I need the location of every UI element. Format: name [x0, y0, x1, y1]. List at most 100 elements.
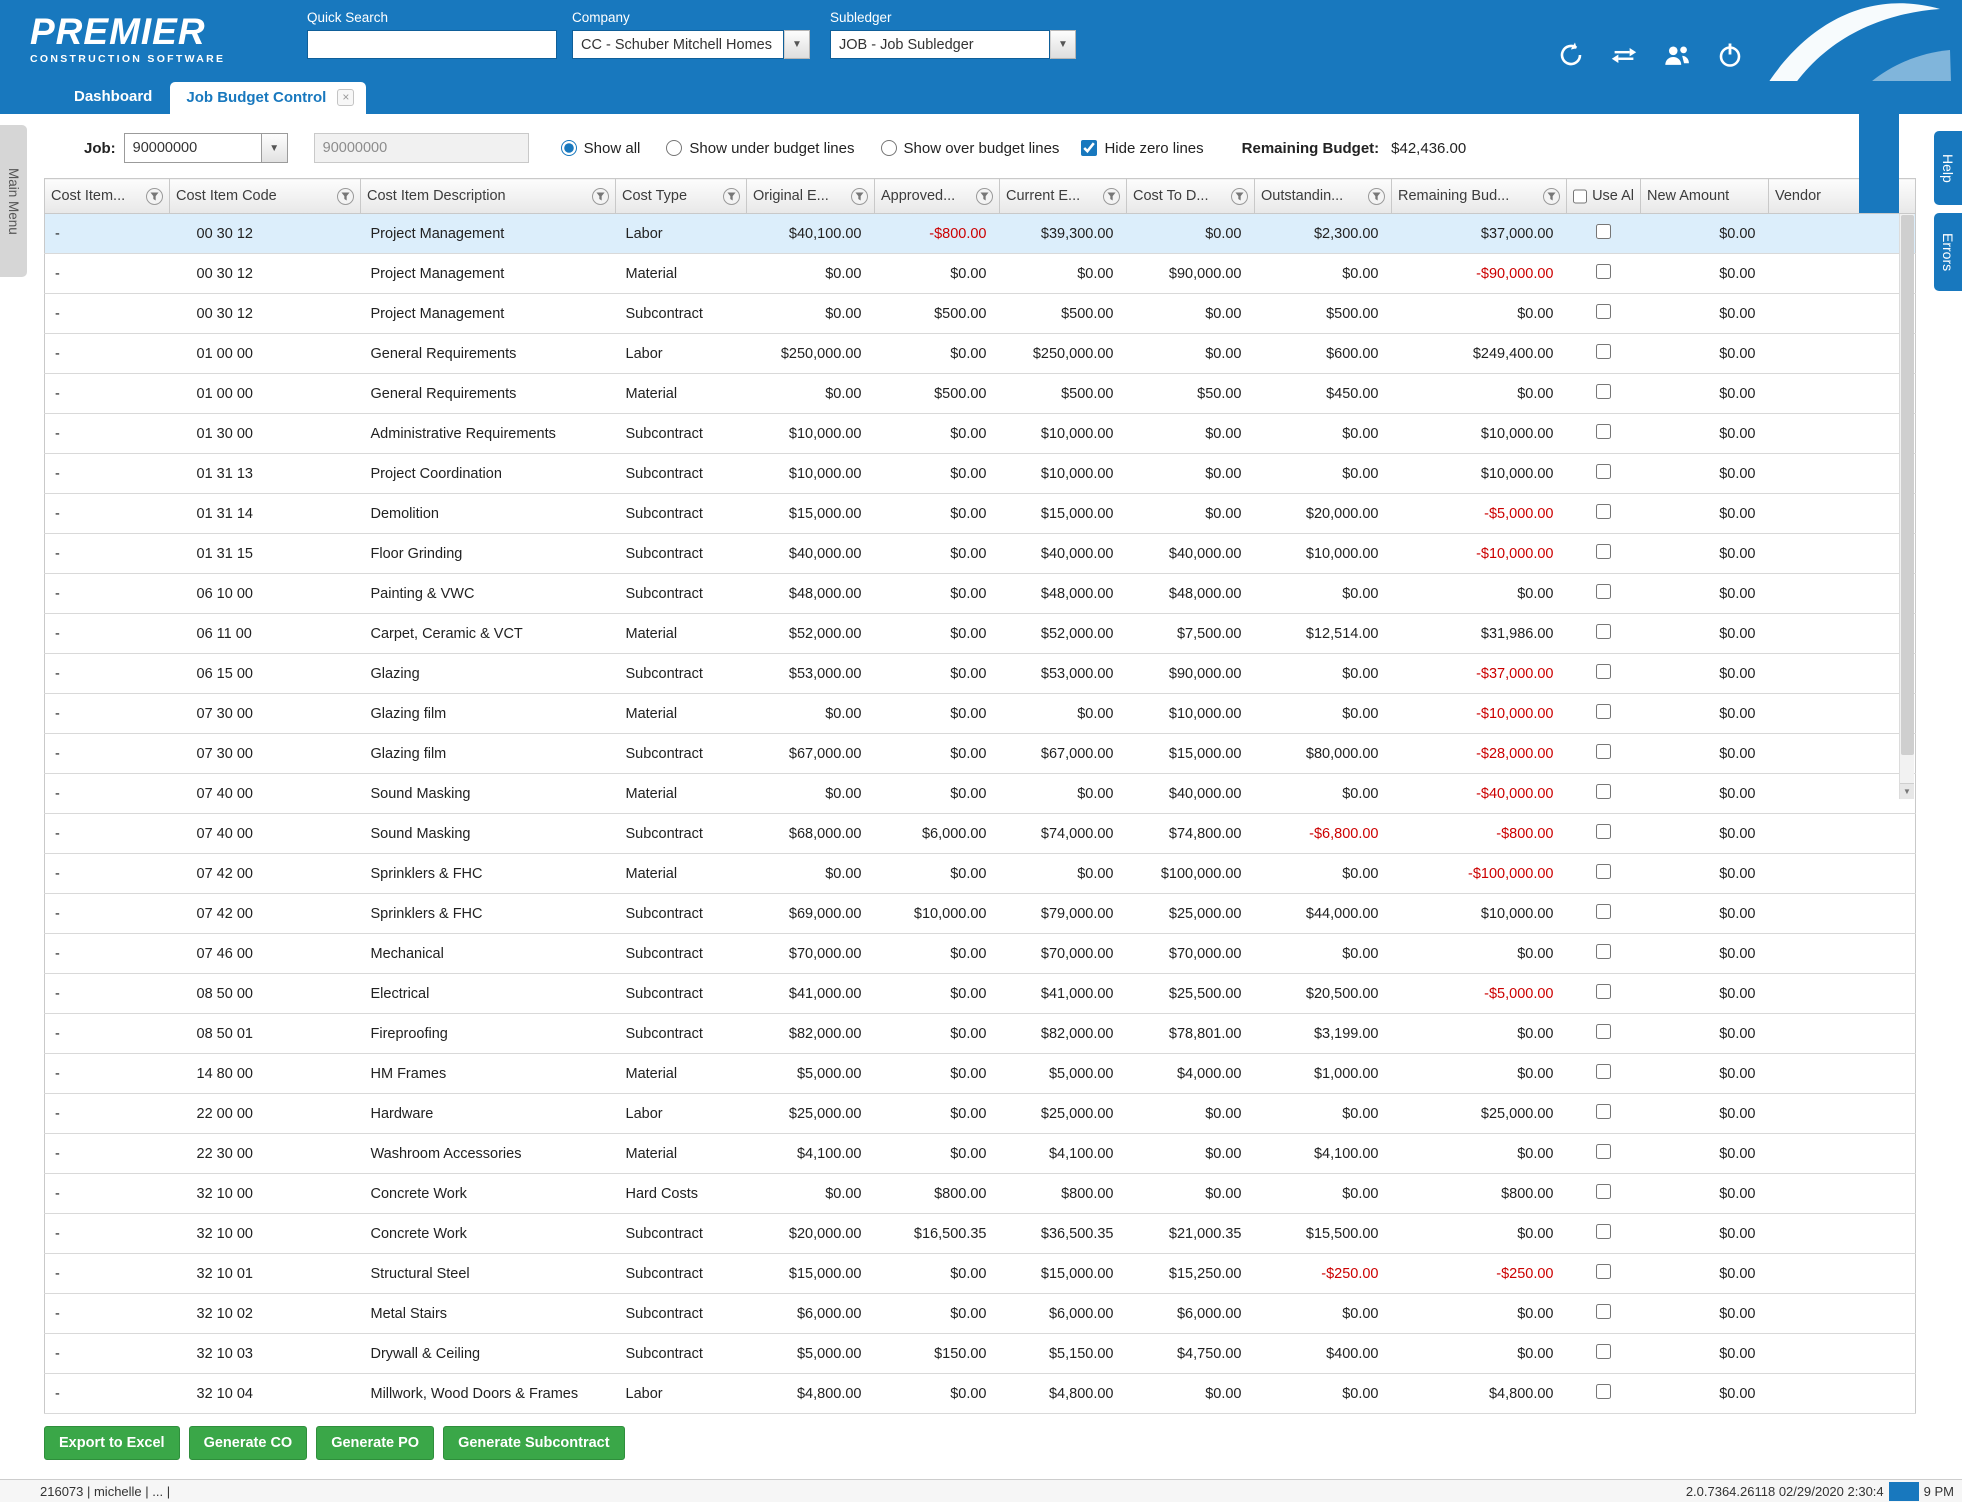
cell-desc[interactable]: Mechanical — [360, 933, 616, 974]
cell-cost_to_date[interactable]: $0.00 — [1126, 333, 1255, 374]
cell-cost_to_date[interactable]: $7,500.00 — [1126, 613, 1255, 654]
filter-icon[interactable] — [976, 187, 993, 205]
cell-item[interactable]: - — [44, 893, 170, 934]
table-row[interactable]: -07 42 00 Sprinklers & FHC Material $0.00 $0… — [44, 853, 1916, 894]
cell-remaining[interactable]: $249,400.00 — [1391, 333, 1567, 374]
help-tab[interactable]: Help — [1934, 131, 1962, 205]
column-header-new_amount[interactable]: New Amount — [1640, 178, 1769, 214]
cell-type[interactable]: Subcontract — [615, 973, 747, 1014]
tab-job-budget-control[interactable]: Job Budget Control × — [170, 82, 367, 114]
cell-desc[interactable]: Sprinklers & FHC — [360, 853, 616, 894]
cell-vendor[interactable] — [1768, 213, 1916, 254]
cell-original[interactable]: $0.00 — [746, 373, 875, 414]
cell-current[interactable]: $0.00 — [999, 773, 1127, 814]
cell-vendor[interactable] — [1768, 773, 1916, 814]
cell-outstanding[interactable]: $44,000.00 — [1254, 893, 1392, 934]
row-use-all-checkbox[interactable] — [1596, 584, 1611, 599]
cell-original[interactable]: $0.00 — [746, 693, 875, 734]
cell-type[interactable]: Labor — [615, 1093, 747, 1134]
cell-current[interactable]: $5,150.00 — [999, 1333, 1127, 1374]
cell-current[interactable]: $41,000.00 — [999, 973, 1127, 1014]
column-header-desc[interactable]: Cost Item Description — [360, 178, 616, 214]
cell-code[interactable]: 32 10 00 — [169, 1173, 361, 1214]
cell-approved[interactable]: $0.00 — [874, 733, 1000, 774]
table-row[interactable]: -06 10 00 Painting & VWC Subcontract $48,00… — [44, 573, 1916, 614]
cell-approved[interactable]: $16,500.35 — [874, 1213, 1000, 1254]
cell-remaining[interactable]: -$10,000.00 — [1391, 693, 1567, 734]
cell-new_amount[interactable]: $0.00 — [1640, 293, 1769, 334]
cell-new_amount[interactable]: $0.00 — [1640, 1213, 1769, 1254]
cell-type[interactable]: Labor — [615, 213, 747, 254]
cell-current[interactable]: $52,000.00 — [999, 613, 1127, 654]
cell-cost_to_date[interactable]: $0.00 — [1126, 1133, 1255, 1174]
cell-approved[interactable]: $0.00 — [874, 1093, 1000, 1134]
cell-item[interactable]: - — [44, 333, 170, 374]
cell-use_all[interactable] — [1566, 933, 1641, 974]
cell-cost_to_date[interactable]: $70,000.00 — [1126, 933, 1255, 974]
sync-icon[interactable] — [1556, 40, 1586, 70]
cell-item[interactable]: - — [44, 253, 170, 294]
cell-type[interactable]: Hard Costs — [615, 1173, 747, 1214]
table-row[interactable]: -32 10 03 Drywall & Ceiling Subcontract $5,… — [44, 1333, 1916, 1374]
row-use-all-checkbox[interactable] — [1596, 1064, 1611, 1079]
subledger-dropdown-arrow-icon[interactable]: ▼ — [1050, 30, 1076, 59]
cell-new_amount[interactable]: $0.00 — [1640, 1173, 1769, 1214]
cell-cost_to_date[interactable]: $0.00 — [1126, 293, 1255, 334]
cell-cost_to_date[interactable]: $0.00 — [1126, 453, 1255, 494]
cell-item[interactable]: - — [44, 1253, 170, 1294]
cell-item[interactable]: - — [44, 413, 170, 454]
cell-approved[interactable]: $0.00 — [874, 1293, 1000, 1334]
cell-code[interactable]: 00 30 12 — [169, 293, 361, 334]
cell-new_amount[interactable]: $0.00 — [1640, 1093, 1769, 1134]
cell-code[interactable]: 07 30 00 — [169, 693, 361, 734]
cell-item[interactable]: - — [44, 1133, 170, 1174]
cell-type[interactable]: Material — [615, 373, 747, 414]
cell-outstanding[interactable]: $0.00 — [1254, 1293, 1392, 1334]
cell-original[interactable]: $70,000.00 — [746, 933, 875, 974]
cell-current[interactable]: $36,500.35 — [999, 1213, 1127, 1254]
row-use-all-checkbox[interactable] — [1596, 984, 1611, 999]
cell-approved[interactable]: $0.00 — [874, 1253, 1000, 1294]
row-use-all-checkbox[interactable] — [1596, 1344, 1611, 1359]
cell-original[interactable]: $67,000.00 — [746, 733, 875, 774]
tab-dashboard[interactable]: Dashboard — [74, 88, 153, 105]
cell-cost_to_date[interactable]: $25,500.00 — [1126, 973, 1255, 1014]
table-row[interactable]: -07 40 00 Sound Masking Material $0.00 $0.00… — [44, 773, 1916, 814]
cell-outstanding[interactable]: $500.00 — [1254, 293, 1392, 334]
cell-new_amount[interactable]: $0.00 — [1640, 413, 1769, 454]
cell-item[interactable]: - — [44, 213, 170, 254]
cell-vendor[interactable] — [1768, 1093, 1916, 1134]
cell-original[interactable]: $68,000.00 — [746, 813, 875, 854]
table-row[interactable]: -06 11 00 Carpet, Ceramic & VCT Material $5… — [44, 613, 1916, 654]
cell-cost_to_date[interactable]: $0.00 — [1126, 493, 1255, 534]
cell-use_all[interactable] — [1566, 533, 1641, 574]
cell-use_all[interactable] — [1566, 1373, 1641, 1414]
cell-outstanding[interactable]: $0.00 — [1254, 1173, 1392, 1214]
cell-desc[interactable]: Floor Grinding — [360, 533, 616, 574]
cell-current[interactable]: $0.00 — [999, 253, 1127, 294]
cell-desc[interactable]: Sound Masking — [360, 813, 616, 854]
cell-current[interactable]: $10,000.00 — [999, 413, 1127, 454]
cell-original[interactable]: $250,000.00 — [746, 333, 875, 374]
row-use-all-checkbox[interactable] — [1596, 544, 1611, 559]
table-row[interactable]: -32 10 04 Millwork, Wood Doors & Frames La… — [44, 1373, 1916, 1414]
cell-remaining[interactable]: $0.00 — [1391, 1293, 1567, 1334]
cell-code[interactable]: 07 42 00 — [169, 893, 361, 934]
table-row[interactable]: -07 30 00 Glazing film Material $0.00 $0.00 $… — [44, 693, 1916, 734]
cell-code[interactable]: 32 10 02 — [169, 1293, 361, 1334]
cell-original[interactable]: $6,000.00 — [746, 1293, 875, 1334]
cell-type[interactable]: Subcontract — [615, 733, 747, 774]
cell-vendor[interactable] — [1768, 613, 1916, 654]
cell-use_all[interactable] — [1566, 453, 1641, 494]
cell-code[interactable]: 01 31 13 — [169, 453, 361, 494]
cell-type[interactable]: Subcontract — [615, 293, 747, 334]
cell-remaining[interactable]: $0.00 — [1391, 1213, 1567, 1254]
cell-current[interactable]: $5,000.00 — [999, 1053, 1127, 1094]
cell-item[interactable]: - — [44, 1053, 170, 1094]
cell-current[interactable]: $15,000.00 — [999, 1253, 1127, 1294]
filter-icon[interactable] — [1231, 187, 1248, 205]
cell-vendor[interactable] — [1768, 893, 1916, 934]
cell-original[interactable]: $5,000.00 — [746, 1333, 875, 1374]
job-number-secondary-input[interactable] — [313, 133, 529, 163]
cell-new_amount[interactable]: $0.00 — [1640, 1133, 1769, 1174]
